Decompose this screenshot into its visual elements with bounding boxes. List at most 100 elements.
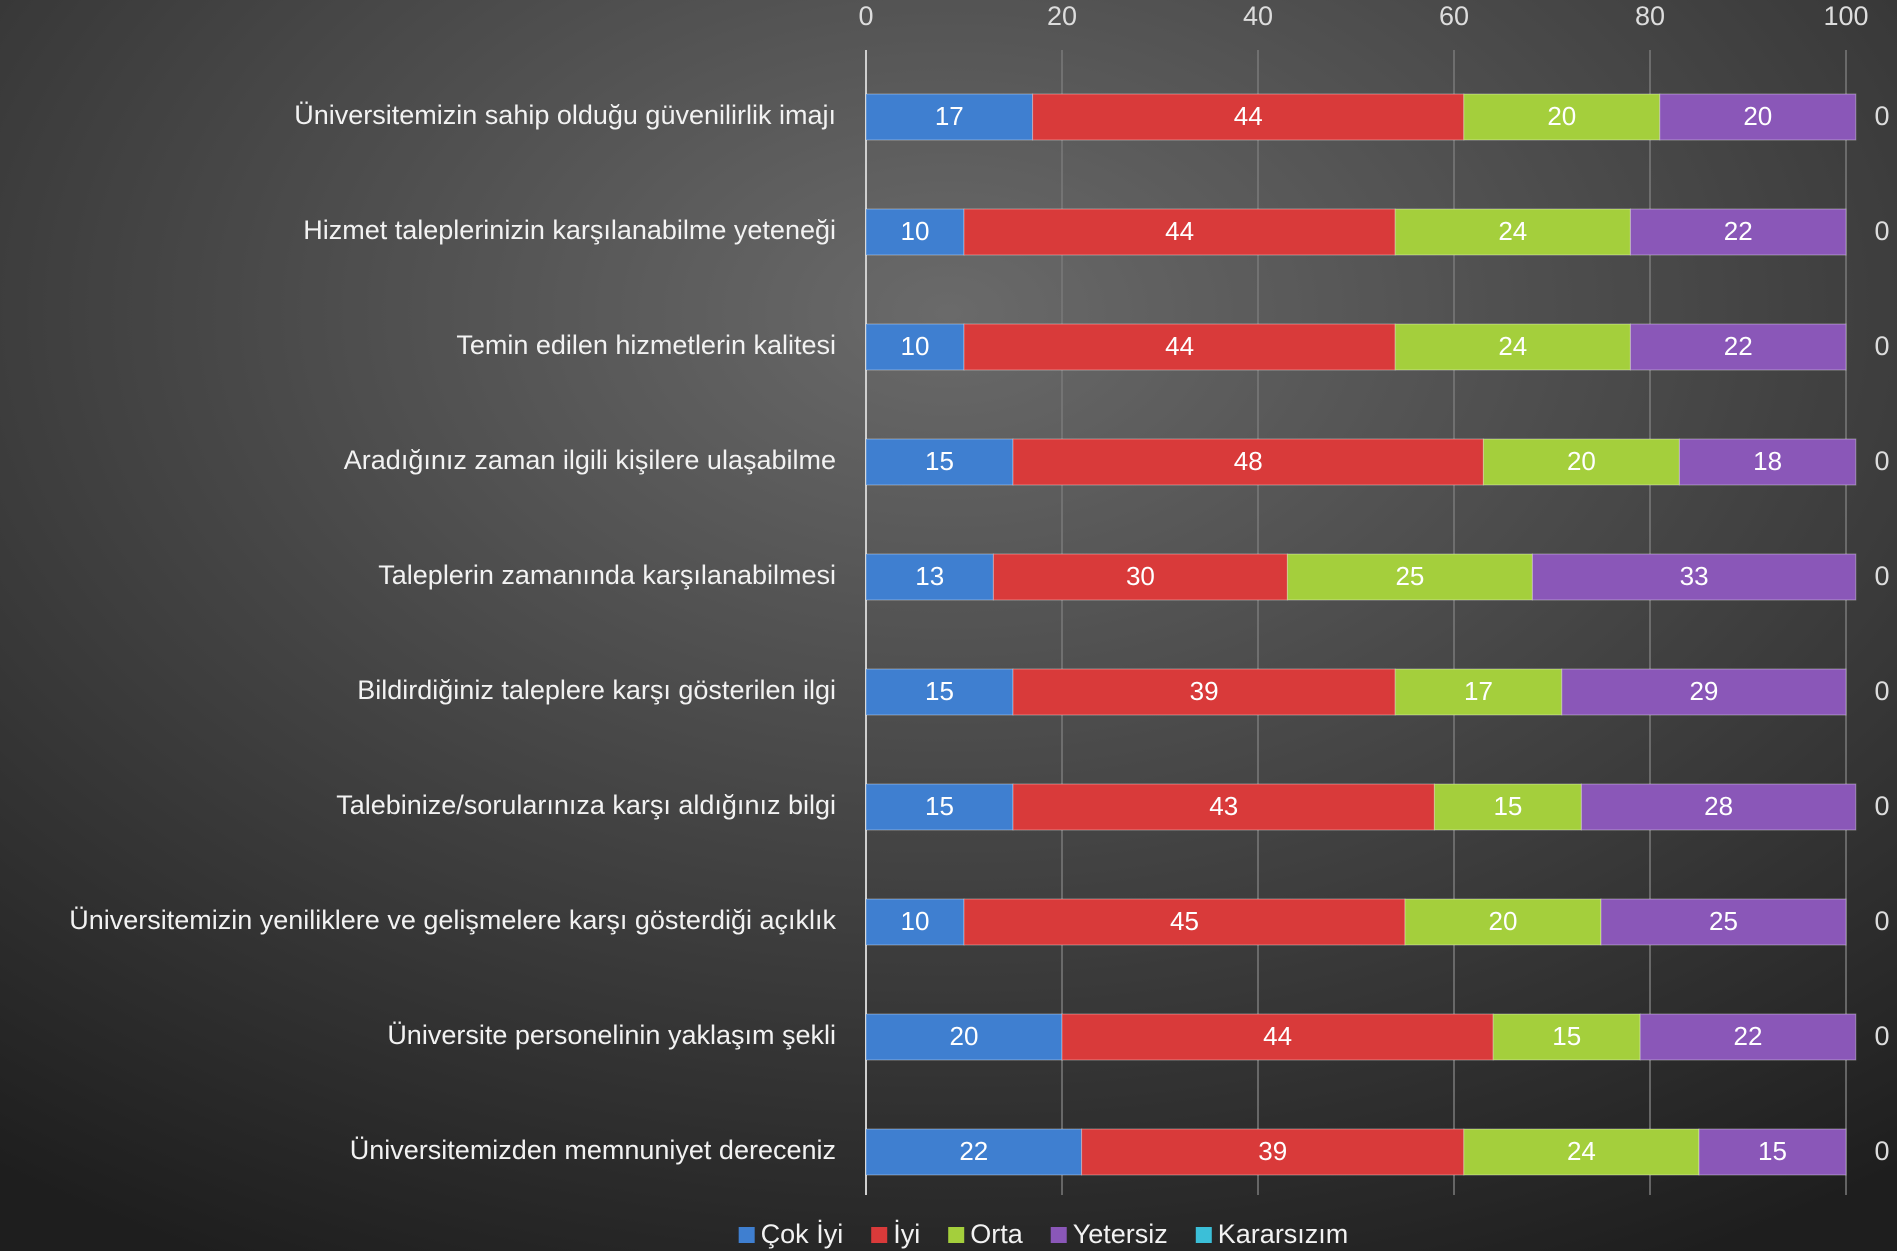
y-tick-label: Üniversitemizin yeniliklere ve gelişmele… [69, 905, 836, 935]
x-tick-label: 20 [1047, 1, 1077, 31]
data-label: 17 [935, 101, 964, 131]
data-label: 22 [1734, 1021, 1763, 1051]
bar-segment [1394, 208, 1631, 256]
data-label: 15 [1552, 1021, 1581, 1051]
data-label: 10 [901, 906, 930, 936]
data-label: 0 [1874, 791, 1889, 821]
bar-segment [865, 323, 965, 371]
bar-segment [865, 93, 1034, 141]
bar-segment [1629, 208, 1847, 256]
bar-segment [992, 553, 1288, 601]
data-label: 13 [915, 561, 944, 591]
data-label: 15 [1493, 791, 1522, 821]
bar-segment [865, 668, 1014, 716]
data-label: 0 [1874, 561, 1889, 591]
data-label: 25 [1395, 561, 1424, 591]
bar-segment [963, 323, 1396, 371]
bar-segment [1394, 323, 1631, 371]
x-tick-label: 0 [858, 1, 873, 31]
bar-segment [1404, 898, 1602, 946]
y-tick-label: Üniversite personelinin yaklaşım şekli [387, 1020, 836, 1050]
data-label: 24 [1567, 1136, 1596, 1166]
data-label: 22 [1724, 331, 1753, 361]
data-label: 15 [925, 446, 954, 476]
data-label: 0 [1874, 101, 1889, 131]
x-tick-label: 100 [1823, 1, 1868, 31]
data-label: 0 [1874, 1136, 1889, 1166]
data-label: 20 [1743, 101, 1772, 131]
data-label: 20 [950, 1021, 979, 1051]
bar-segment [1394, 668, 1563, 716]
legend-label: Kararsızım [1218, 1219, 1349, 1249]
data-label: 0 [1874, 676, 1889, 706]
bar-segment [1580, 783, 1857, 831]
data-label: 29 [1689, 676, 1718, 706]
data-label: 15 [1758, 1136, 1787, 1166]
bar-segment [865, 1013, 1063, 1061]
y-tick-label: Taleplerin zamanında karşılanabilmesi [378, 560, 836, 590]
legend-label: Orta [970, 1219, 1023, 1249]
bar-segment [963, 208, 1396, 256]
data-label: 10 [901, 331, 930, 361]
y-tick-label: Hizmet taleplerinizin karşılanabilme yet… [303, 215, 836, 245]
data-label: 43 [1209, 791, 1238, 821]
data-label: 0 [1874, 216, 1889, 246]
data-label: 0 [1874, 1021, 1889, 1051]
data-label: 44 [1165, 331, 1194, 361]
bar-segment [1678, 438, 1857, 486]
bar-segment [865, 898, 965, 946]
legend-marker [1050, 1227, 1067, 1243]
data-label: 44 [1165, 216, 1194, 246]
bar-segment [1600, 898, 1847, 946]
bar-segment [1081, 1128, 1465, 1176]
data-label: 33 [1680, 561, 1709, 591]
bar-segment [865, 438, 1014, 486]
data-label: 15 [925, 791, 954, 821]
data-label: 20 [1567, 446, 1596, 476]
legend-marker [1195, 1227, 1212, 1243]
data-label: 25 [1709, 906, 1738, 936]
data-label: 39 [1190, 676, 1219, 706]
bar-segment [1531, 553, 1857, 601]
data-label: 15 [925, 676, 954, 706]
data-label: 20 [1547, 101, 1576, 131]
y-tick-label: Talebinize/sorularınıza karşı aldığınız … [336, 790, 836, 820]
bar-segment [1659, 93, 1857, 141]
data-label: 22 [1724, 216, 1753, 246]
data-label: 0 [1874, 446, 1889, 476]
bar-segment [865, 208, 965, 256]
y-tick-label: Bildirdiğiniz taleplere karşı gösterilen… [357, 675, 836, 705]
bar-segment [865, 553, 994, 601]
data-label: 39 [1258, 1136, 1287, 1166]
legend-label: Yetersiz [1073, 1219, 1168, 1249]
data-label: 24 [1498, 216, 1527, 246]
bar-segment [1012, 783, 1435, 831]
data-label: 20 [1489, 906, 1518, 936]
bar-segment [1639, 1013, 1857, 1061]
bar-segment [1698, 1128, 1847, 1176]
legend-marker [871, 1227, 888, 1243]
bar-segment [1492, 1013, 1641, 1061]
data-label: 18 [1753, 446, 1782, 476]
legend-label: Çok İyi [761, 1218, 844, 1249]
legend-label: İyi [893, 1218, 920, 1249]
bar-segment [1433, 783, 1582, 831]
data-label: 44 [1263, 1021, 1292, 1051]
data-label: 28 [1704, 791, 1733, 821]
bar-segment [1561, 668, 1847, 716]
bar-segment [963, 898, 1406, 946]
x-tick-label: 80 [1635, 1, 1665, 31]
legend-marker [948, 1227, 965, 1243]
data-label: 0 [1874, 906, 1889, 936]
bar-segment [1012, 438, 1484, 486]
data-label: 10 [901, 216, 930, 246]
legend-marker [738, 1227, 755, 1243]
y-tick-label: Üniversitemizden memnuniyet dereceniz [350, 1135, 836, 1165]
y-tick-label: Aradığınız zaman ilgili kişilere ulaşabi… [344, 445, 836, 475]
data-label: 17 [1464, 676, 1493, 706]
bar-segment [1061, 1013, 1494, 1061]
data-label: 0 [1874, 331, 1889, 361]
data-label: 45 [1170, 906, 1199, 936]
